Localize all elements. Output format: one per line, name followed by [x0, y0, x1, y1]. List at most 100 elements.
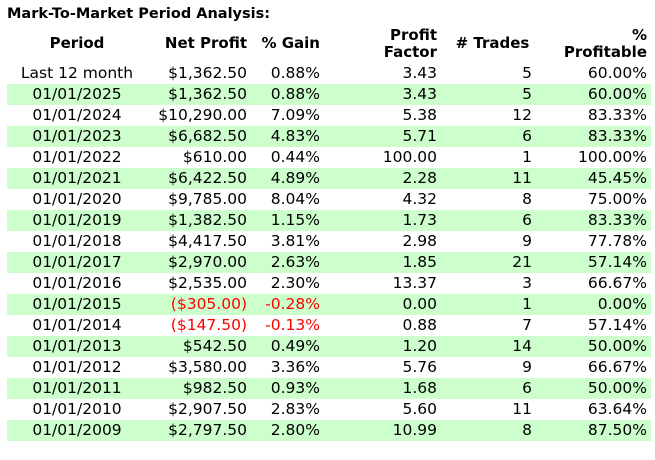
cell-num-trades: 6 — [522, 379, 532, 397]
cell-net-profit: $10,290.00 — [158, 106, 247, 124]
cell-num-trades: 11 — [512, 169, 532, 187]
cell-net-profit: $982.50 — [182, 379, 247, 397]
cell-profit-factor: 5.60 — [402, 400, 437, 418]
cell-pct-gain: 0.88% — [270, 85, 320, 103]
cell-profit-factor: 10.99 — [392, 421, 437, 439]
cell-pct-profitable: 83.33% — [587, 127, 647, 145]
table-body: Last 12 month $1,362.50 0.88% 3.43 5 60.00% 01… — [7, 63, 651, 441]
cell-num-trades: 11 — [512, 400, 532, 418]
table-row: 01/01/2018 $4,417.50 3.81% 2.98 9 77.78% — [7, 231, 651, 252]
cell-num-trades: 3 — [522, 274, 532, 292]
cell-num-trades: 9 — [522, 232, 532, 250]
mtm-period-analysis-report: Mark-To-Market Period Analysis: Period N… — [0, 6, 655, 441]
col-header-profit-factor: Profit Factor — [383, 26, 437, 61]
cell-period: 01/01/2025 — [32, 85, 122, 103]
cell-net-profit: $6,682.50 — [168, 127, 247, 145]
cell-net-profit: $542.50 — [182, 337, 247, 355]
cell-pct-profitable: 100.00% — [578, 148, 647, 166]
cell-period: Last 12 month — [20, 64, 134, 82]
cell-profit-factor: 1.20 — [402, 337, 437, 355]
cell-profit-factor: 2.98 — [402, 232, 437, 250]
table-row: 01/01/2019 $1,382.50 1.15% 1.73 6 83.33% — [7, 210, 651, 231]
cell-pct-gain: 2.30% — [270, 274, 320, 292]
cell-period: 01/01/2016 — [32, 274, 122, 292]
cell-net-profit: $1,362.50 — [168, 64, 247, 82]
cell-profit-factor: 1.68 — [402, 379, 437, 397]
table-row: 01/01/2009 $2,797.50 2.80% 10.99 8 87.50% — [7, 420, 651, 441]
cell-pct-profitable: 87.50% — [587, 421, 647, 439]
col-header-pct-gain: % Gain — [261, 34, 320, 53]
table-row: 01/01/2015 ($305.00) -0.28% 0.00 1 0.00% — [7, 294, 651, 315]
cell-pct-profitable: 66.67% — [587, 358, 647, 376]
cell-pct-gain: 4.89% — [270, 169, 320, 187]
cell-net-profit: $2,797.50 — [168, 421, 247, 439]
cell-pct-gain: 4.83% — [270, 127, 320, 145]
cell-net-profit: $2,970.00 — [168, 253, 247, 271]
cell-profit-factor: 100.00 — [382, 148, 437, 166]
cell-profit-factor: 4.32 — [402, 190, 437, 208]
cell-period: 01/01/2023 — [32, 127, 122, 145]
cell-pct-profitable: 60.00% — [587, 85, 647, 103]
cell-period: 01/01/2021 — [32, 169, 122, 187]
cell-period: 01/01/2014 — [32, 316, 122, 334]
table-header: Period Net Profit % Gain Profit Factor #… — [7, 26, 651, 63]
cell-num-trades: 9 — [522, 358, 532, 376]
cell-pct-gain: 1.15% — [270, 211, 320, 229]
cell-period: 01/01/2022 — [32, 148, 122, 166]
table-row: 01/01/2011 $982.50 0.93% 1.68 6 50.00% — [7, 378, 651, 399]
col-header-pct-profitable: % Profitable — [563, 26, 647, 61]
cell-period: 01/01/2012 — [32, 358, 122, 376]
cell-pct-profitable: 57.14% — [587, 316, 647, 334]
table-row: 01/01/2016 $2,535.00 2.30% 13.37 3 66.67% — [7, 273, 651, 294]
table-row: 01/01/2025 $1,362.50 0.88% 3.43 5 60.00% — [7, 84, 651, 105]
table-row: 01/01/2020 $9,785.00 8.04% 4.32 8 75.00% — [7, 189, 651, 210]
table-row: Last 12 month $1,362.50 0.88% 3.43 5 60.00% — [7, 63, 651, 84]
table-header-row: Period Net Profit % Gain Profit Factor #… — [7, 26, 651, 63]
cell-pct-gain: 0.49% — [270, 337, 320, 355]
cell-pct-profitable: 60.00% — [587, 64, 647, 82]
table-row: 01/01/2021 $6,422.50 4.89% 2.28 11 45.45% — [7, 168, 651, 189]
cell-period: 01/01/2017 — [32, 253, 122, 271]
table-row: 01/01/2012 $3,580.00 3.36% 5.76 9 66.67% — [7, 357, 651, 378]
cell-pct-profitable: 75.00% — [587, 190, 647, 208]
col-header-period: Period — [49, 34, 105, 53]
cell-period: 01/01/2020 — [32, 190, 122, 208]
cell-pct-gain: 0.44% — [270, 148, 320, 166]
cell-pct-profitable: 50.00% — [587, 379, 647, 397]
table-row: 01/01/2010 $2,907.50 2.83% 5.60 11 63.64% — [7, 399, 651, 420]
cell-pct-profitable: 50.00% — [587, 337, 647, 355]
cell-pct-gain: 3.36% — [270, 358, 320, 376]
cell-pct-gain: 0.88% — [270, 64, 320, 82]
cell-pct-gain: 3.81% — [270, 232, 320, 250]
cell-pct-profitable: 57.14% — [587, 253, 647, 271]
cell-num-trades: 14 — [512, 337, 532, 355]
cell-num-trades: 6 — [522, 127, 532, 145]
cell-profit-factor: 3.43 — [402, 64, 437, 82]
cell-net-profit: $6,422.50 — [168, 169, 247, 187]
cell-num-trades: 21 — [512, 253, 532, 271]
cell-net-profit: $3,580.00 — [168, 358, 247, 376]
table-row: 01/01/2017 $2,970.00 2.63% 1.85 21 57.14% — [7, 252, 651, 273]
cell-num-trades: 7 — [522, 316, 532, 334]
cell-pct-profitable: 66.67% — [587, 274, 647, 292]
cell-profit-factor: 0.00 — [402, 295, 437, 313]
cell-num-trades: 5 — [522, 85, 532, 103]
cell-period: 01/01/2024 — [32, 106, 122, 124]
cell-period: 01/01/2011 — [32, 379, 122, 397]
cell-profit-factor: 1.85 — [402, 253, 437, 271]
cell-net-profit: $2,535.00 — [168, 274, 247, 292]
cell-pct-gain: 2.63% — [270, 253, 320, 271]
cell-profit-factor: 2.28 — [402, 169, 437, 187]
table-row: 01/01/2023 $6,682.50 4.83% 5.71 6 83.33% — [7, 126, 651, 147]
cell-pct-gain: 0.93% — [270, 379, 320, 397]
cell-profit-factor: 5.76 — [402, 358, 437, 376]
cell-period: 01/01/2013 — [32, 337, 122, 355]
cell-net-profit: $610.00 — [182, 148, 247, 166]
cell-num-trades: 12 — [512, 106, 532, 124]
cell-pct-profitable: 77.78% — [587, 232, 647, 250]
cell-period: 01/01/2010 — [32, 400, 122, 418]
cell-num-trades: 8 — [522, 421, 532, 439]
cell-pct-profitable: 45.45% — [587, 169, 647, 187]
table-row: 01/01/2022 $610.00 0.44% 100.00 1 100.00% — [7, 147, 651, 168]
cell-net-profit: $1,382.50 — [168, 211, 247, 229]
